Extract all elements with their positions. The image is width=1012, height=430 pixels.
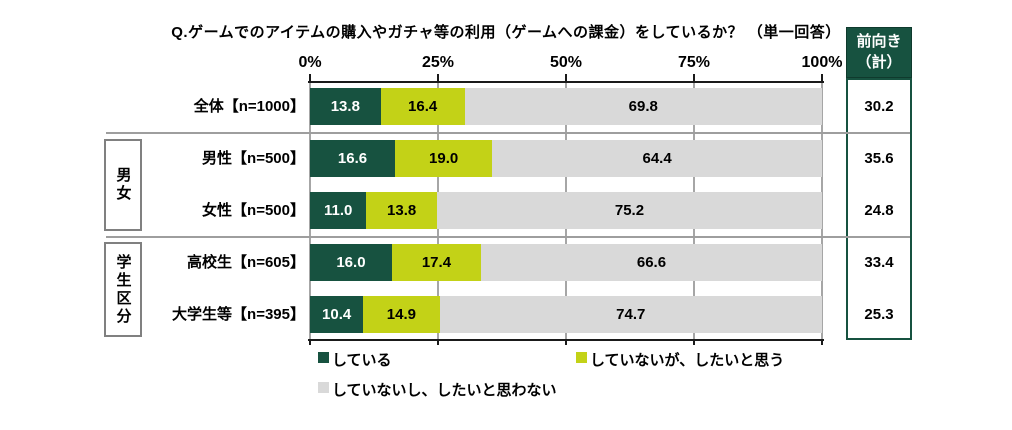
bar-segment: 19.0 xyxy=(394,140,493,177)
x-tick-label-50: 50% xyxy=(549,54,583,71)
axis-tick xyxy=(565,341,567,345)
bar-segment: 74.7 xyxy=(439,296,822,333)
x-tick-label-25: 25% xyxy=(421,54,455,71)
category-label: 全体【n=1000】 xyxy=(193,98,305,115)
bar-segment: 66.6 xyxy=(480,244,822,281)
bar-segment: 75.2 xyxy=(436,192,822,229)
x-axis-line-bottom xyxy=(308,339,824,341)
bar-segment: 13.8 xyxy=(310,88,381,125)
axis-tick xyxy=(309,341,311,345)
category-label: 女性【n=500】 xyxy=(202,202,305,219)
x-tick-label-75: 75% xyxy=(677,54,711,71)
legend-item-want-to: していないが、したいと思う xyxy=(576,349,784,370)
category-label: 男性【n=500】 xyxy=(202,150,305,167)
legend-swatch-not-want xyxy=(318,382,329,393)
bar-row-university: 10.4 14.9 74.7 xyxy=(310,296,822,333)
gridline-100 xyxy=(821,83,823,339)
legend-label: していないが、したいと思う xyxy=(590,352,785,369)
group-box-student: 学生区分 xyxy=(104,242,142,337)
group-box-gender: 男女 xyxy=(104,139,142,231)
summary-value: 35.6 xyxy=(864,150,894,167)
summary-column-body xyxy=(846,78,912,340)
x-tick-label-0: 0% xyxy=(298,54,322,71)
summary-value: 30.2 xyxy=(864,98,894,115)
summary-value: 33.4 xyxy=(864,254,894,271)
category-label: 大学生等【n=395】 xyxy=(172,306,305,323)
bar-segment: 14.9 xyxy=(363,296,440,333)
bar-segment: 13.8 xyxy=(366,192,437,229)
bar-segment: 16.4 xyxy=(380,88,465,125)
bar-row-highschool: 16.0 17.4 66.6 xyxy=(310,244,822,281)
legend-item-doing: している xyxy=(318,349,392,370)
bar-segment: 11.0 xyxy=(310,192,367,229)
axis-tick xyxy=(437,341,439,345)
axis-tick xyxy=(821,341,823,345)
group-label: 学生区分 xyxy=(114,253,132,326)
axis-tick xyxy=(437,74,439,82)
category-label: 高校生【n=605】 xyxy=(187,254,305,271)
summary-value: 25.3 xyxy=(864,306,894,323)
bar-segment: 64.4 xyxy=(492,140,822,177)
legend-label: している xyxy=(332,352,392,369)
summary-header-line1: 前向き xyxy=(856,33,902,51)
bar-row-male: 16.6 19.0 64.4 xyxy=(310,140,822,177)
axis-tick xyxy=(309,74,311,82)
legend-swatch-doing xyxy=(318,352,329,363)
summary-column-header: 前向き （計） xyxy=(846,27,912,78)
legend-item-not-want: していないし、したいと思わない xyxy=(318,379,557,400)
legend-label: していないし、したいと思わない xyxy=(332,382,557,399)
axis-tick xyxy=(693,74,695,82)
bar-segment: 10.4 xyxy=(310,296,364,333)
x-tick-label-100: 100% xyxy=(801,54,843,71)
axis-tick xyxy=(693,341,695,345)
bar-segment: 16.0 xyxy=(310,244,392,281)
group-label: 男女 xyxy=(114,167,132,203)
x-axis-line-top xyxy=(308,81,824,83)
bar-segment: 69.8 xyxy=(464,88,822,125)
group-separator xyxy=(106,236,910,238)
summary-value: 24.8 xyxy=(864,202,894,219)
legend-swatch-want-to xyxy=(576,352,587,363)
group-separator xyxy=(106,132,910,134)
bar-row-female: 11.0 13.8 75.2 xyxy=(310,192,822,229)
bar-segment: 16.6 xyxy=(310,140,395,177)
bar-row-total: 13.8 16.4 69.8 xyxy=(310,88,822,125)
summary-header-line2: （計） xyxy=(856,53,902,71)
axis-tick xyxy=(565,74,567,82)
chart-title: Q.ゲームでのアイテムの購入やガチャ等の利用（ゲームへの課金）をしているか？ （… xyxy=(171,24,841,41)
bar-segment: 17.4 xyxy=(391,244,481,281)
axis-tick xyxy=(821,74,823,82)
